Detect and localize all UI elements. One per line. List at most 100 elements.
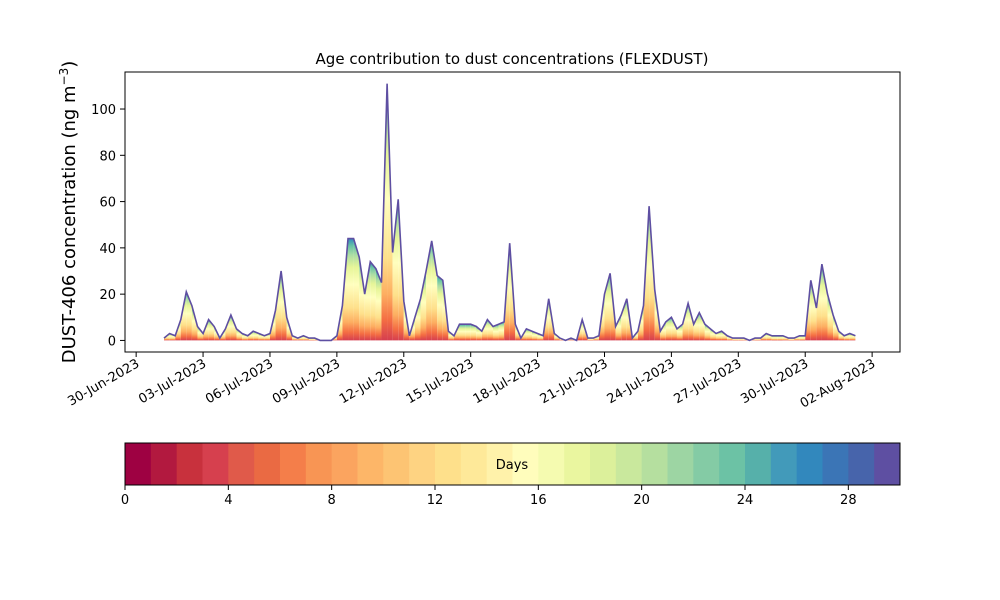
age-area-segment	[375, 268, 382, 341]
colorbar-tick-label: 12	[427, 493, 444, 508]
age-area-segment	[777, 335, 783, 341]
age-area-segment	[844, 333, 850, 341]
colorbar-tick-label: 0	[121, 493, 129, 508]
y-axis-label-main: DUST-406 concentration (ng m	[59, 85, 80, 363]
age-area-segment	[353, 238, 360, 341]
age-area-segment	[693, 312, 700, 341]
age-area-segment	[359, 257, 365, 341]
total-concentration-line	[163, 83, 856, 342]
colorbar-cell	[460, 443, 488, 485]
age-area-segment	[247, 331, 254, 341]
age-area-segment	[827, 294, 834, 341]
colorbar-cell	[202, 443, 229, 485]
colorbar-cell	[150, 443, 178, 485]
y-tick-label: 80	[99, 149, 116, 164]
age-area-segment	[849, 333, 856, 341]
age-area-segment	[191, 305, 198, 341]
colorbar-cell	[615, 443, 643, 485]
age-area-segment	[621, 298, 627, 341]
colorbar-tick-label: 8	[328, 493, 336, 508]
age-area-segment	[498, 321, 505, 341]
age-area-segment	[838, 331, 845, 341]
age-area-segment	[470, 324, 477, 341]
age-area-segment	[816, 264, 822, 341]
colorbar-cell	[770, 443, 798, 485]
colorbar-tick-label: 16	[530, 493, 547, 508]
age-area-segment	[230, 314, 237, 341]
chart-title: Age contribution to dust concentrations …	[316, 50, 709, 68]
colorbar-tick-label: 28	[840, 493, 857, 508]
colorbar-cell	[125, 443, 152, 485]
y-axis-label-superscript: −3	[57, 68, 71, 86]
age-area-segment	[275, 271, 282, 341]
age-area-segment	[236, 328, 243, 341]
colorbar-cell	[745, 443, 772, 485]
colorbar-cell	[796, 443, 823, 485]
colorbar-cell	[590, 443, 617, 485]
colorbar-cell	[667, 443, 694, 485]
colorbar-cell	[822, 443, 849, 485]
age-area-segment	[242, 333, 248, 341]
age-area-segment	[448, 331, 454, 341]
age-area-segment	[392, 199, 399, 341]
y-tick-label: 20	[99, 288, 116, 303]
age-area-segment	[481, 319, 488, 341]
age-area-segment	[699, 312, 705, 341]
age-area-segment	[197, 326, 204, 341]
age-area-segment	[264, 333, 270, 341]
colorbar-cell	[874, 443, 901, 485]
colorbar-cell	[228, 443, 255, 485]
age-area-segment	[476, 326, 482, 341]
age-colorbar: 0 4 8 12 16 20 24 28 Days	[121, 442, 901, 508]
age-area-segment	[665, 317, 672, 341]
y-tick-label: 100	[91, 103, 116, 118]
age-area-segment	[364, 261, 371, 341]
age-area-segment	[258, 333, 265, 341]
age-area-segment	[420, 271, 427, 341]
colorbar-cell	[641, 443, 668, 485]
age-area-segment	[821, 264, 828, 341]
colorbar-cell	[719, 443, 746, 485]
colorbar-cell	[435, 443, 462, 485]
colorbar-cell	[305, 443, 333, 485]
age-area-segment	[465, 324, 471, 341]
colorbar-cells	[125, 443, 901, 485]
age-area-segment	[615, 314, 622, 341]
age-area-segment	[370, 261, 376, 341]
colorbar-cell	[693, 443, 720, 485]
colorbar-ticks: 0 4 8 12 16 20 24 28	[121, 485, 857, 508]
age-area-segment	[671, 317, 677, 341]
colorbar-cell	[486, 443, 513, 485]
colorbar-cell	[848, 443, 875, 485]
age-area-segment	[710, 328, 717, 341]
age-area-segment	[688, 303, 694, 341]
age-area-segment	[431, 240, 438, 341]
age-area-segment	[169, 333, 176, 341]
colorbar-tick-label: 20	[633, 493, 650, 508]
y-axis: 0 20 40 60 80 100	[91, 103, 125, 349]
y-axis-label: DUST-406 concentration (ng m−3)	[57, 61, 80, 364]
colorbar-cell	[512, 443, 539, 485]
age-area-segment	[348, 238, 354, 341]
age-area-segment	[771, 335, 778, 341]
colorbar-cell	[383, 443, 410, 485]
colorbar-cell	[176, 443, 203, 485]
age-area-segment	[682, 303, 689, 341]
colorbar-cell	[280, 443, 307, 485]
age-area-segment	[414, 298, 421, 341]
colorbar-tick-label: 4	[224, 493, 232, 508]
age-area-segment	[537, 333, 544, 341]
colorbar-cell	[409, 443, 436, 485]
colorbar-label: Days	[496, 458, 529, 473]
age-area-segment	[225, 314, 231, 341]
age-area-segment	[437, 275, 443, 341]
colorbar-tick-label: 24	[737, 493, 754, 508]
y-axis-label-close: )	[59, 61, 80, 68]
y-tick-label: 60	[99, 196, 116, 211]
age-area-segment	[766, 333, 772, 341]
age-area-segment	[526, 328, 533, 341]
colorbar-cell	[331, 443, 358, 485]
age-area-segment	[492, 324, 499, 341]
age-area-segment	[180, 291, 187, 341]
